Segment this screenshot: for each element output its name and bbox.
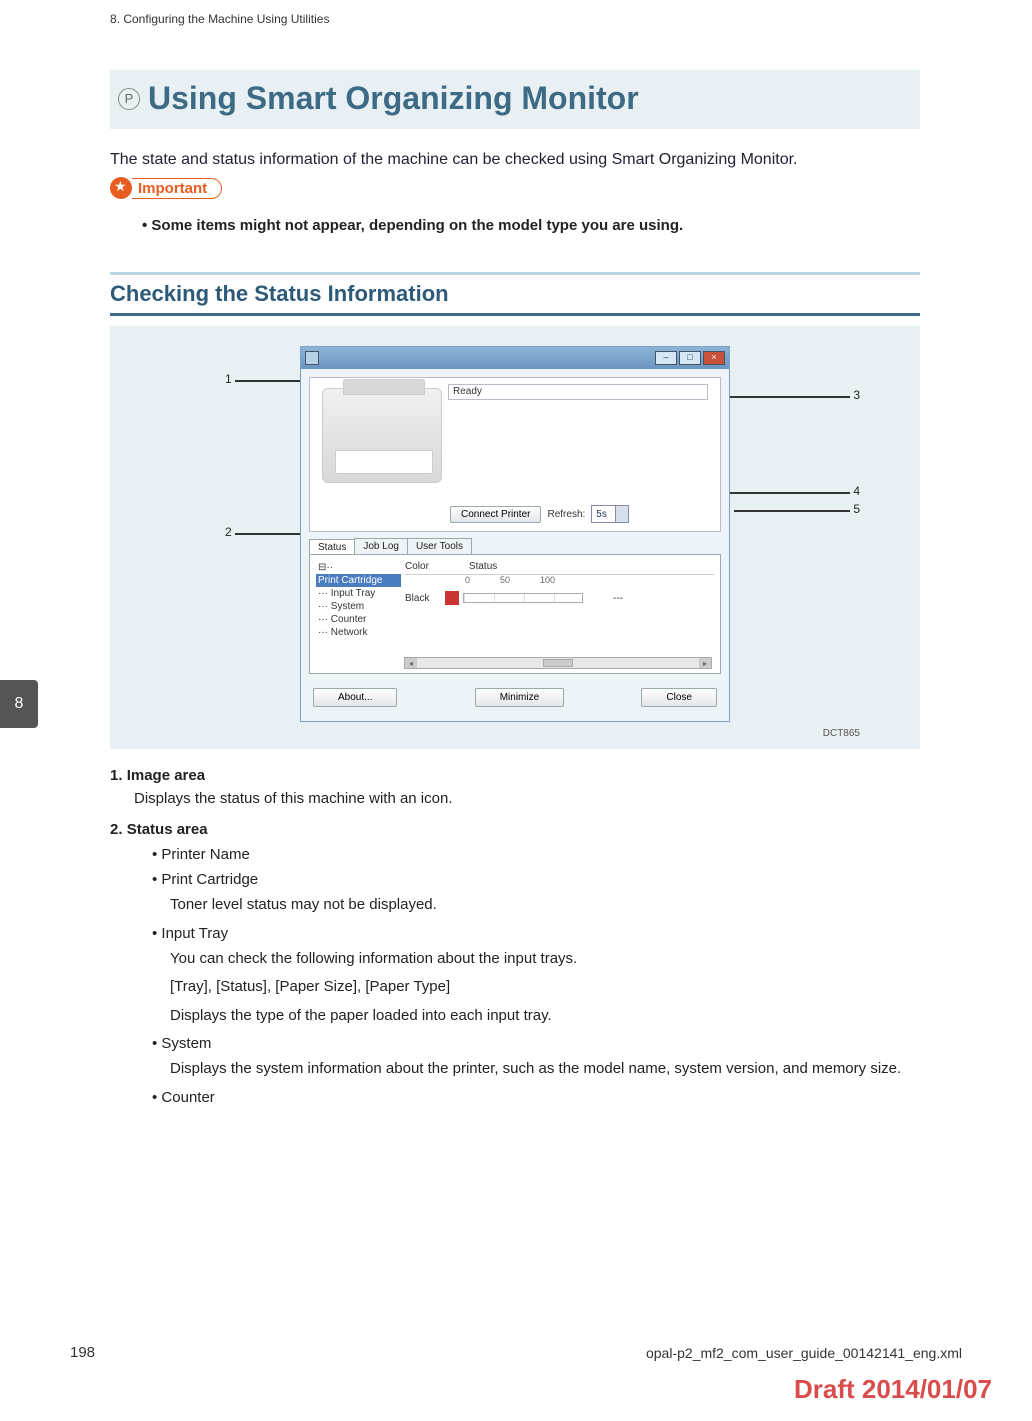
callout-5: 5 [853,502,860,516]
horizontal-scrollbar[interactable]: ◂ ▸ [404,657,712,669]
status-text-box: Ready [448,384,708,400]
minimize-button[interactable]: Minimize [475,688,564,707]
source-file: opal-p2_mf2_com_user_guide_00142141_eng.… [646,1345,962,1361]
title-bar: P Using Smart Organizing Monitor [110,70,920,129]
intro-text: The state and status information of the … [110,151,920,169]
status-columns: Color Status 0 50 100 Black --- [401,561,714,667]
running-header: 8. Configuring the Machine Using Utiliti… [110,12,329,26]
figure-code: DCT865 [110,728,920,739]
chapter-tab: 8 [0,680,38,728]
figure-area: 1 2 3 4 5 – □ × [110,326,920,749]
printer-image [322,388,442,483]
image-area: Ready Connect Printer Refresh: 5s [309,377,721,532]
tabs-bar: Status Job Log User Tools [309,538,721,554]
col-color: Color [405,561,429,572]
maximize-window-button[interactable]: □ [679,351,701,365]
about-button[interactable]: About... [313,688,397,707]
def-image-area: Image area [127,767,205,784]
star-icon [110,177,132,199]
tree-item-network[interactable]: ··· Network [316,626,401,639]
important-label: Important [132,178,222,199]
important-badge: Important [110,177,920,199]
tab-status[interactable]: Status [309,539,355,555]
callout-2: 2 [225,525,232,539]
tree-item-counter[interactable]: ··· Counter [316,613,401,626]
p-icon: P [118,88,140,110]
tree-item-input-tray[interactable]: ··· Input Tray [316,587,401,600]
close-button[interactable]: Close [641,688,717,707]
page-number: 198 [70,1344,95,1361]
tree-item-print-cartridge[interactable]: Print Cartridge [316,574,401,587]
toner-row: Black --- [405,591,714,605]
minimize-window-button[interactable]: – [655,351,677,365]
refresh-interval-spinner[interactable]: 5s [591,505,629,523]
tab-user-tools[interactable]: User Tools [407,538,472,554]
important-item: Some items might not appear, depending o… [142,217,920,234]
tree-item-system[interactable]: ··· System [316,600,401,613]
callout-3: 3 [853,388,860,402]
app-window: – □ × Ready Connect Printer Refresh: 5s [300,346,730,722]
callout-4: 4 [853,484,860,498]
callout-1: 1 [225,372,232,386]
refresh-label: Refresh: [547,509,585,520]
tab-body: ⊟·· Print Cartridge ··· Input Tray ··· S… [309,554,721,674]
toner-level-bar [463,593,583,603]
page-content: P Using Smart Organizing Monitor The sta… [110,70,920,1120]
connect-printer-button[interactable]: Connect Printer [450,506,541,523]
tree-view: ⊟·· Print Cartridge ··· Input Tray ··· S… [316,561,401,667]
col-status: Status [469,561,497,572]
tab-job-log[interactable]: Job Log [354,538,408,554]
window-body: Ready Connect Printer Refresh: 5s Status… [301,369,729,721]
section-heading: Checking the Status Information [110,272,920,316]
toner-warning-icon [445,591,459,605]
draft-stamp: Draft 2014/01/07 [794,1374,992,1405]
toner-value: --- [613,593,623,604]
page-title: Using Smart Organizing Monitor [148,80,639,117]
window-titlebar: – □ × [301,347,729,369]
app-icon [305,351,319,365]
toner-color-label: Black [405,593,445,604]
definitions-list: 1. Image area Displays the status of thi… [110,767,920,1106]
close-window-button[interactable]: × [703,351,725,365]
def-status-area: Status area [127,821,208,838]
